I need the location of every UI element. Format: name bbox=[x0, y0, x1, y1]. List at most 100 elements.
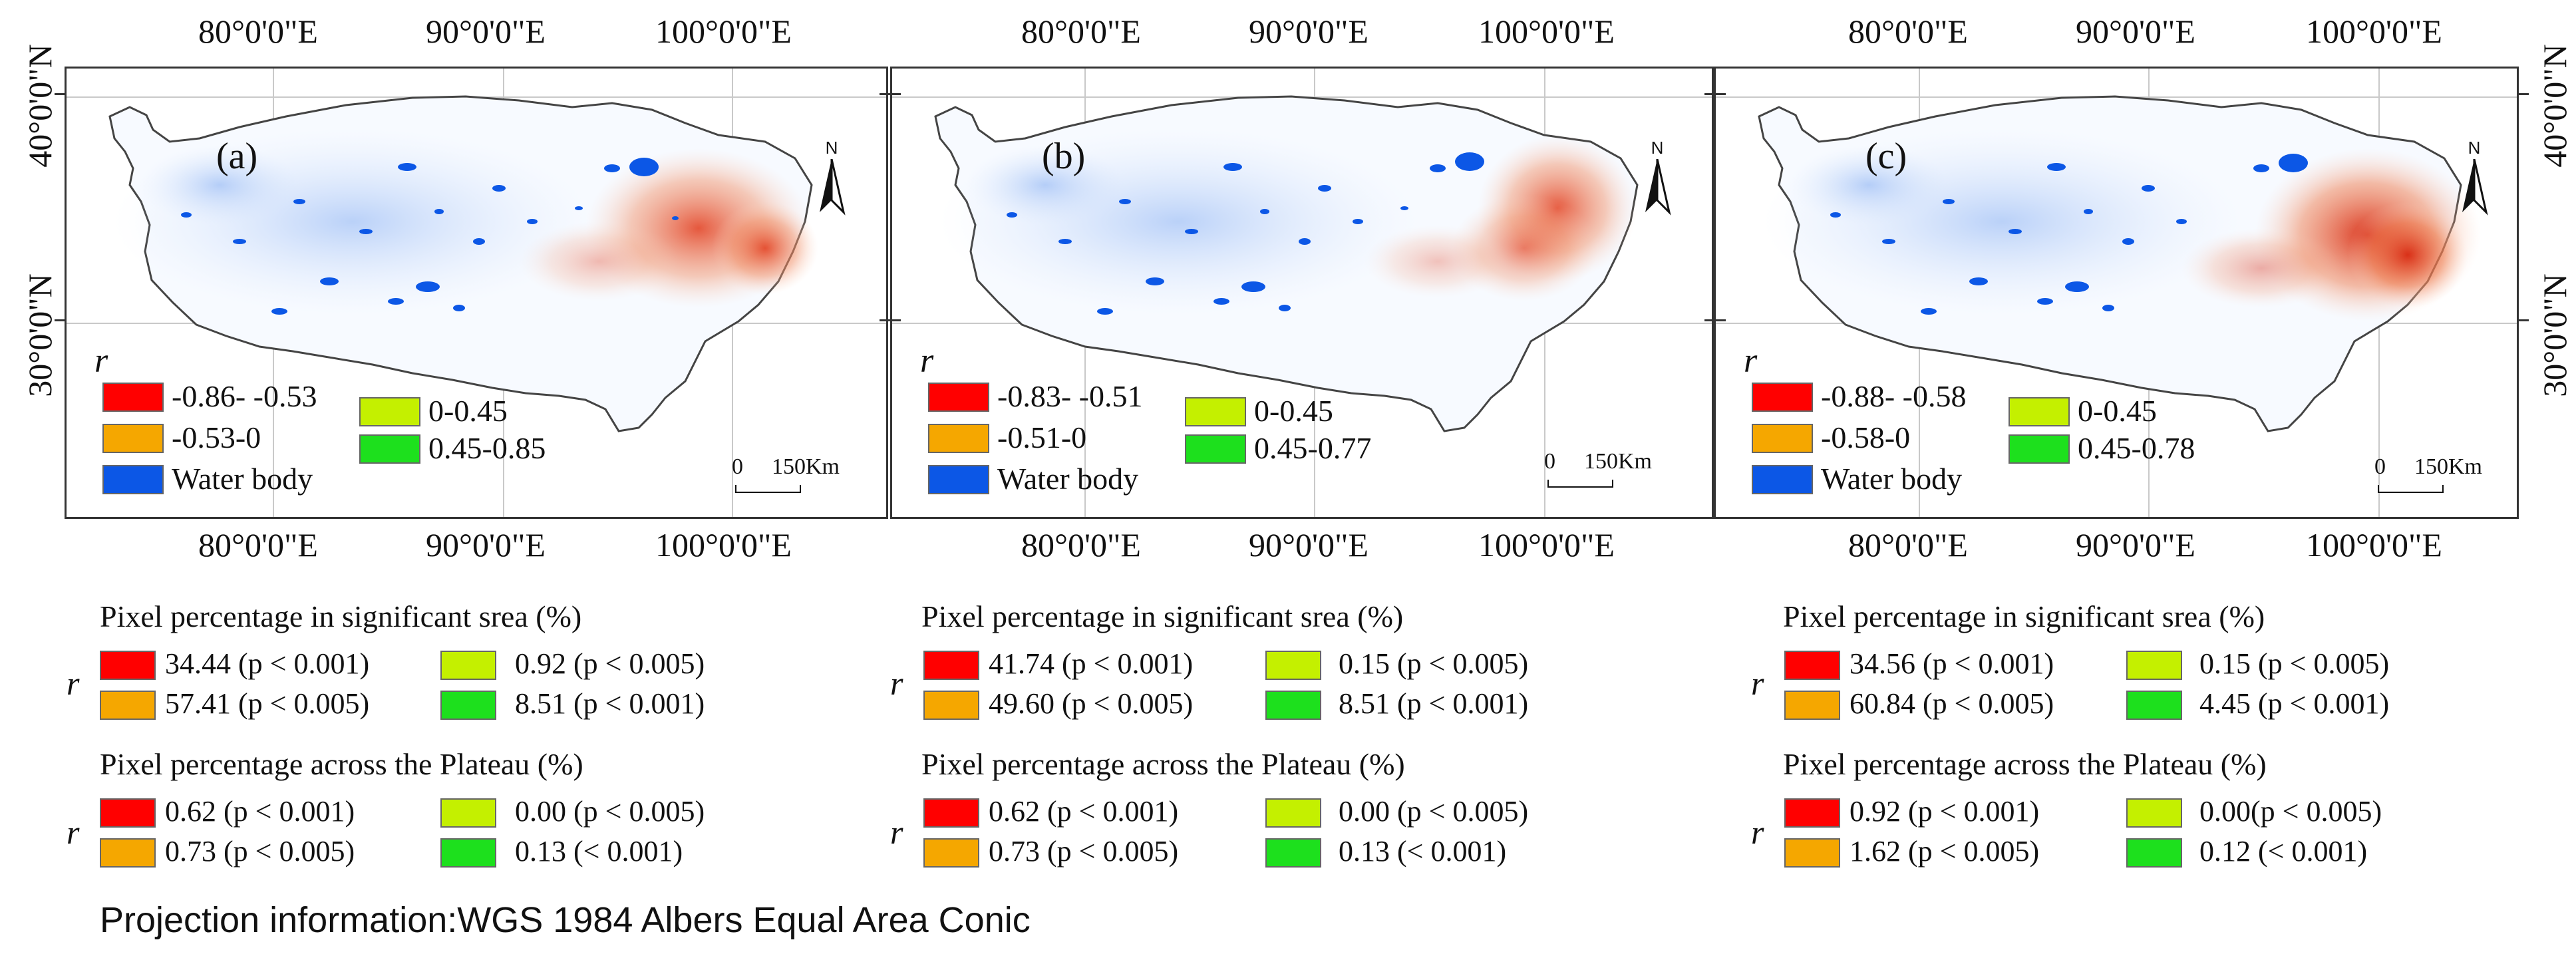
legend-swatch-weak-negative bbox=[1752, 424, 1813, 453]
legend-label: 0-0.45 bbox=[428, 394, 508, 428]
top-axis-label: 100°0'0"E bbox=[1478, 13, 1615, 50]
legend-label: -0.86- -0.53 bbox=[172, 379, 317, 413]
legend-swatch-weak-positive bbox=[1185, 397, 1246, 426]
legend-swatch-water-body bbox=[1752, 465, 1813, 494]
r-label: r bbox=[67, 665, 80, 702]
legend-label: 0.45-0.78 bbox=[2078, 431, 2195, 465]
bottom-axis-label: 100°0'0"E bbox=[1478, 526, 1615, 563]
legend-swatch-weak-positive bbox=[2009, 397, 2070, 426]
stat-swatch-yellow bbox=[440, 651, 496, 680]
top-axis-label: 90°0'0"E bbox=[1249, 13, 1368, 50]
north-arrow-icon: N bbox=[812, 138, 852, 222]
scale-bar-zero: 0 bbox=[2374, 454, 2386, 479]
scale-bar bbox=[1547, 480, 1613, 488]
legend-label: 0-0.45 bbox=[2078, 394, 2157, 428]
stat-swatch-red bbox=[1784, 798, 1840, 828]
top-axis-label: 100°0'0"E bbox=[2306, 13, 2442, 50]
lat-tick bbox=[55, 319, 65, 321]
legend-label: Water body bbox=[1821, 462, 1963, 496]
scale-bar-zero: 0 bbox=[732, 454, 743, 479]
left-axis-label: 40°0'0"N bbox=[21, 44, 59, 168]
legend-title: r bbox=[94, 342, 108, 380]
panel-label: (a) bbox=[216, 136, 258, 177]
bottom-axis-label: 80°0'0"E bbox=[1021, 526, 1141, 563]
stat-value: 0.73 (p < 0.005) bbox=[989, 835, 1179, 868]
r-label: r bbox=[890, 814, 903, 851]
legend-swatch-water-body bbox=[928, 465, 989, 494]
stat-value: 0.15 (p < 0.005) bbox=[2199, 647, 2390, 680]
legend-swatch-weak-negative bbox=[928, 424, 989, 453]
r-label: r bbox=[67, 814, 80, 851]
legend-label: -0.88- -0.58 bbox=[1821, 379, 1967, 413]
right-axis-label: 40°0'0"N bbox=[2536, 44, 2573, 168]
plateau-title: Pixel percentage across the Plateau (%) bbox=[100, 747, 583, 781]
stat-swatch-green bbox=[440, 691, 496, 720]
scale-bar-zero: 0 bbox=[1544, 449, 1555, 474]
stat-swatch-orange bbox=[100, 691, 156, 720]
legend-swatch-weak-negative bbox=[102, 424, 164, 453]
north-arrow-icon: N bbox=[2454, 138, 2494, 222]
projection-info: Projection information:WGS 1984 Albers E… bbox=[100, 900, 1031, 940]
legend-label: Water body bbox=[172, 462, 313, 496]
bottom-axis-label: 90°0'0"E bbox=[426, 526, 546, 563]
lat-tick bbox=[2518, 93, 2529, 95]
stat-value: 0.00(p < 0.005) bbox=[2199, 795, 2382, 828]
stat-value: 34.56 (p < 0.001) bbox=[1850, 647, 2054, 680]
bottom-axis-label: 90°0'0"E bbox=[2076, 526, 2195, 563]
water-bodies bbox=[181, 158, 679, 315]
stat-swatch-yellow bbox=[1265, 798, 1321, 828]
stat-value: 0.92 (p < 0.005) bbox=[515, 647, 705, 680]
stat-swatch-yellow bbox=[2126, 798, 2182, 828]
scale-bar-distance: 150Km bbox=[2414, 454, 2482, 479]
legend-swatch-strong-negative bbox=[1752, 383, 1813, 412]
stat-swatch-green bbox=[1265, 838, 1321, 868]
stat-value: 8.51 (p < 0.001) bbox=[515, 687, 705, 720]
stat-swatch-red bbox=[100, 651, 156, 680]
legend-label: -0.83- -0.51 bbox=[997, 379, 1143, 413]
stat-value: 34.44 (p < 0.001) bbox=[165, 647, 370, 680]
legend-swatch-strong-positive bbox=[359, 434, 420, 464]
map-panel-c: (c) N r -0.88- -0.58 -0.58-0 Water body … bbox=[1714, 67, 2519, 519]
lat-tick bbox=[880, 319, 901, 321]
top-axis-label: 80°0'0"E bbox=[1021, 13, 1141, 50]
plateau-title: Pixel percentage across the Plateau (%) bbox=[921, 747, 1405, 781]
stat-value: 0.13 (< 0.001) bbox=[1339, 835, 1507, 868]
north-arrow-letter: N bbox=[2468, 138, 2481, 158]
legend-label: 0-0.45 bbox=[1254, 394, 1333, 428]
stat-swatch-orange bbox=[923, 838, 979, 868]
left-axis-label: 30°0'0"N bbox=[21, 273, 59, 397]
stat-swatch-yellow bbox=[2126, 651, 2182, 680]
right-axis-label: 30°0'0"N bbox=[2536, 273, 2573, 397]
stat-swatch-green bbox=[2126, 691, 2182, 720]
bottom-axis-label: 90°0'0"E bbox=[1249, 526, 1368, 563]
stat-value: 1.62 (p < 0.005) bbox=[1850, 835, 2040, 868]
bottom-axis-label: 100°0'0"E bbox=[2306, 526, 2442, 563]
legend-swatch-weak-positive bbox=[359, 397, 420, 426]
stat-swatch-green bbox=[1265, 691, 1321, 720]
legend-title: r bbox=[920, 342, 934, 380]
stat-value: 0.13 (< 0.001) bbox=[515, 835, 683, 868]
legend-swatch-strong-positive bbox=[1185, 434, 1246, 464]
stat-value: 8.51 (p < 0.001) bbox=[1339, 687, 1529, 720]
stat-swatch-orange bbox=[100, 838, 156, 868]
stat-swatch-orange bbox=[923, 691, 979, 720]
stat-swatch-yellow bbox=[1265, 651, 1321, 680]
lat-tick bbox=[1704, 93, 1726, 95]
plateau-title: Pixel percentage across the Plateau (%) bbox=[1783, 747, 2267, 781]
legend-swatch-water-body bbox=[102, 465, 164, 494]
panel-label: (c) bbox=[1865, 136, 1907, 177]
stat-swatch-red bbox=[923, 798, 979, 828]
stat-swatch-green bbox=[440, 838, 496, 868]
lat-tick bbox=[2518, 319, 2529, 321]
significant-area-title: Pixel percentage in significant srea (%) bbox=[100, 599, 582, 633]
stat-swatch-yellow bbox=[440, 798, 496, 828]
scale-bar-distance: 150Km bbox=[1584, 449, 1652, 474]
scale-bar bbox=[2378, 485, 2444, 493]
top-axis-label: 80°0'0"E bbox=[198, 13, 318, 50]
stat-value: 4.45 (p < 0.001) bbox=[2199, 687, 2390, 720]
top-axis-label: 90°0'0"E bbox=[426, 13, 546, 50]
stat-value: 0.12 (< 0.001) bbox=[2199, 835, 2368, 868]
stat-value: 41.74 (p < 0.001) bbox=[989, 647, 1194, 680]
stat-value: 0.73 (p < 0.005) bbox=[165, 835, 355, 868]
bottom-axis-label: 100°0'0"E bbox=[655, 526, 792, 563]
